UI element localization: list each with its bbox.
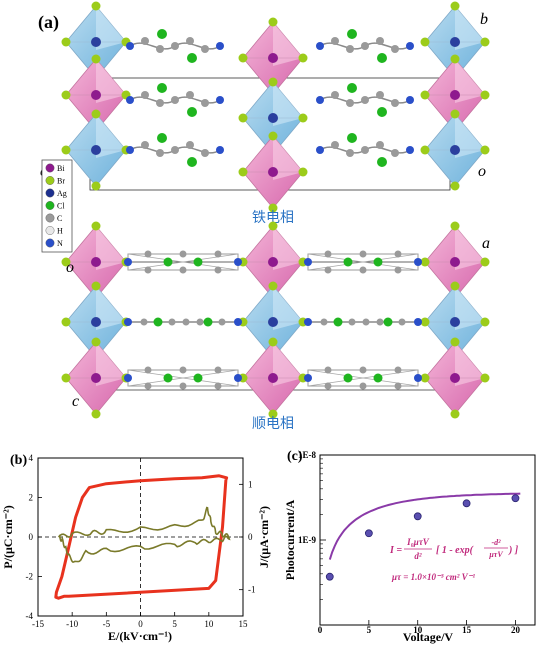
x-tick-label: -15 [32, 619, 44, 629]
x-tick-label: 15 [239, 619, 249, 629]
legend-label-br: Br [57, 177, 65, 186]
para-octahedron [238, 337, 308, 419]
eq-bracket: [ 1 - exp( [436, 545, 474, 556]
legend-label-n: N [57, 239, 63, 248]
legend-swatch-cl [45, 201, 55, 210]
ferro-organic-chain [125, 132, 225, 168]
y-left-tick-label: -4 [26, 611, 34, 621]
x-tick-label: 5 [172, 619, 177, 629]
y-left-tick-label: 0 [29, 532, 34, 542]
para-octahedron [420, 337, 490, 419]
data-point [413, 512, 422, 521]
x-tick-label: 10 [413, 625, 423, 635]
x-tick-label: -5 [103, 619, 111, 629]
plot-b-ylabel-right: J/(μA·cm⁻²) [257, 506, 271, 568]
ferro-organic-chain [125, 82, 225, 118]
panel-a: (a) b c o 铁电相 Bi Br Ag Cl CH [38, 1, 490, 432]
y-right-tick-label: -1 [248, 585, 256, 595]
ferro-organic-chain [315, 28, 415, 64]
axis-o-label: o [478, 163, 486, 180]
legend-label-ag: Ag [57, 189, 67, 198]
data-point [462, 499, 471, 508]
y-left-tick-label: 4 [29, 453, 34, 463]
ferro-structure: b c o 铁电相 [40, 1, 490, 226]
x-tick-label: -10 [66, 619, 78, 629]
legend-swatch-c [45, 213, 55, 223]
para-structure: a o c 顺电相 [61, 221, 490, 432]
plot-b-ylabel-left: P/(μC·cm⁻²) [1, 505, 15, 568]
panel-b-label: (b) [10, 453, 27, 468]
panel-c: (c) 1E-8 1E-9 0 5 10 15 20 Voltage/V Photocurr… [283, 449, 536, 644]
x-tick-label: 20 [511, 625, 521, 635]
data-point [364, 529, 373, 538]
y-tick-label: 1E-8 [298, 450, 317, 460]
plot-b-xlabel: E/(kV·cm⁻¹) [108, 629, 172, 643]
legend-swatch-ag [45, 188, 55, 198]
data-point [511, 494, 520, 503]
y-left-tick-label: -2 [26, 572, 34, 582]
legend-label-cl: Cl [57, 202, 65, 211]
ferro-caption: 铁电相 [252, 210, 294, 226]
x-tick-label: 15 [462, 625, 472, 635]
x-tick-label: 5 [367, 625, 372, 635]
legend-label-c: C [57, 214, 62, 223]
legend-label-h: H [57, 227, 63, 236]
plot-c-xlabel: Voltage/V [403, 630, 454, 644]
fit-equation: I = I₀μτV d² [ 1 - exp( -d² μτV ) ] μτ =… [389, 537, 519, 582]
ferro-organic-chain [315, 132, 415, 168]
panel-a-label: (a) [38, 12, 59, 33]
x-tick-label: 10 [204, 619, 214, 629]
legend-label-bi: Bi [57, 164, 65, 173]
legend-swatch-bi [45, 163, 55, 173]
axis-o-label-bottom: o [66, 259, 74, 276]
plot-c-ylabel: Photocurrent/A [283, 499, 297, 580]
para-organic-chain [303, 366, 423, 390]
legend-swatch-h [45, 226, 55, 235]
y-right-tick-label: 1 [248, 479, 253, 489]
eq-lhs: I = [389, 545, 402, 556]
eq-den: d² [414, 551, 422, 561]
eq-close: ) ] [508, 545, 519, 556]
para-caption: 顺电相 [252, 416, 294, 432]
mu-tau-value: μτ = 1.0×10⁻³ cm² V⁻¹ [391, 572, 475, 582]
y-tick-label: 1E-9 [298, 535, 317, 545]
x-tick-label: 0 [318, 625, 323, 635]
fit-curve [328, 492, 521, 560]
axis-a-label: a [482, 235, 490, 252]
para-organic-chain [123, 316, 243, 328]
axis-c-label-bottom: c [72, 393, 79, 410]
eq-inner-num: -d² [491, 538, 501, 547]
para-organic-chain [303, 316, 423, 328]
panel-c-label: (c) [287, 449, 303, 464]
series-polarization-line [54, 474, 229, 600]
eq-num: I₀μτV [406, 537, 430, 547]
atom-legend: Bi Br Ag Cl CHN [41, 159, 73, 253]
x-tick-label: 0 [138, 619, 143, 629]
ferro-organic-chain [125, 28, 225, 64]
ferro-organic-chain [315, 82, 415, 118]
para-organic-chain [123, 366, 243, 390]
y-right-tick-label: 0 [248, 532, 253, 542]
legend-swatch-n [45, 238, 55, 248]
axis-b-label: b [480, 11, 488, 28]
eq-inner-den: μτV [488, 550, 503, 559]
ferro-octahedron [238, 131, 308, 213]
y-left-tick-label: 2 [29, 493, 34, 503]
legend-swatch-br [45, 176, 55, 185]
series-current-line [57, 506, 231, 563]
data-point [325, 572, 334, 581]
